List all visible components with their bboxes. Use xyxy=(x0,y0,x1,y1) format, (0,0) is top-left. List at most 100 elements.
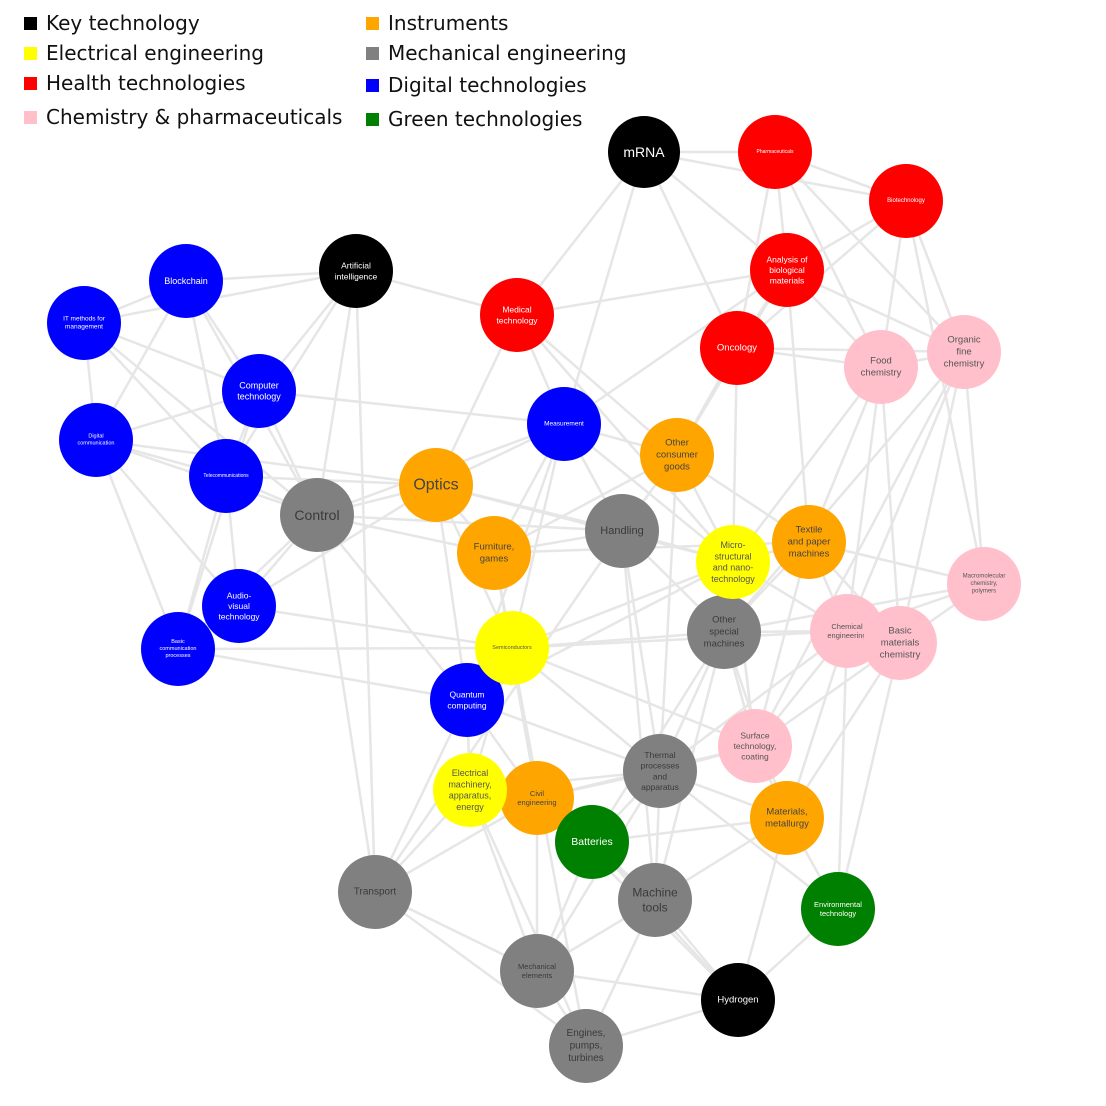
node-label: technology xyxy=(820,909,857,918)
edge-control-transport xyxy=(315,514,377,893)
node-label: Thermal xyxy=(644,750,675,760)
legend-swatch xyxy=(366,112,379,126)
node-label: IT methods for xyxy=(63,315,106,322)
node-label: processes xyxy=(165,653,190,659)
node-transport: Transport xyxy=(338,855,412,929)
legend-label: Mechanical engineering xyxy=(388,41,627,65)
legend-swatch xyxy=(366,78,379,92)
node-circle xyxy=(500,761,574,835)
edge-comptech-basiccomm xyxy=(176,390,261,650)
node-label: engineering xyxy=(517,798,556,807)
legend-label: Health technologies xyxy=(46,71,246,95)
node-label: apparatus, xyxy=(449,791,492,801)
legend-label: Green technologies xyxy=(388,107,583,131)
node-label: management xyxy=(65,324,103,331)
node-itmethods: IT methods for management xyxy=(47,286,121,360)
node-label: structural xyxy=(714,551,751,561)
legend-swatch xyxy=(24,46,37,60)
node-label: Control xyxy=(294,507,339,523)
node-label: Macromolecular xyxy=(963,574,1006,580)
node-circle xyxy=(189,439,263,513)
node-circle xyxy=(738,115,812,189)
node-label: technology xyxy=(496,315,538,325)
node-label: special xyxy=(709,627,739,638)
node-label: Surface xyxy=(740,730,770,740)
node-label: Audio- xyxy=(227,590,252,600)
node-label: machines xyxy=(789,548,830,559)
node-label: consumer xyxy=(656,450,698,461)
node-circle xyxy=(222,354,296,428)
node-label: energy xyxy=(456,802,484,812)
edge-analysis-medtech xyxy=(516,268,788,317)
legend-label: Electrical engineering xyxy=(46,41,264,65)
node-circle xyxy=(844,330,918,404)
node-control: Control xyxy=(280,478,354,552)
edge-basiccomm-quantum xyxy=(177,647,468,702)
node-circle xyxy=(457,516,531,590)
node-circle xyxy=(750,233,824,307)
edge-digcomm-basiccomm xyxy=(94,439,180,650)
node-label: Oncology xyxy=(717,343,757,354)
node-circle xyxy=(947,547,1021,621)
node-circle xyxy=(149,244,223,318)
node-label: and nano- xyxy=(713,563,754,573)
legend: Key technology Electrical engineering Heal… xyxy=(0,0,1106,140)
legend-item-key: Key technology xyxy=(24,8,200,38)
node-label: Quantum xyxy=(450,690,485,700)
node-label: Batteries xyxy=(571,836,612,848)
node-handling: Handling xyxy=(585,494,659,568)
edge-ai-itmethods xyxy=(83,269,357,325)
node-label: elements xyxy=(522,971,553,980)
edge-handling-thermal xyxy=(620,530,662,772)
node-pharma: Pharmaceuticals xyxy=(738,115,812,189)
node-label: Food xyxy=(870,356,892,367)
node-label: apparatus xyxy=(641,782,679,792)
node-label: Textile xyxy=(796,525,823,536)
node-label: materials xyxy=(770,276,804,286)
node-circle xyxy=(801,872,875,946)
edge-food-basicmat xyxy=(879,366,902,644)
node-circle xyxy=(718,709,792,783)
node-label: Computer xyxy=(239,380,279,390)
node-circle xyxy=(59,403,133,477)
edge-elecmach-engines xyxy=(468,789,588,1047)
node-label: Semiconductors xyxy=(492,645,532,651)
node-comptech: Computer technology xyxy=(222,354,296,428)
node-label: fine xyxy=(956,347,971,358)
node-biotech: Biotechnology xyxy=(869,164,943,238)
node-telecom: Telecommunications xyxy=(189,439,263,513)
edge-semis-surface xyxy=(511,646,756,748)
node-label: Micro- xyxy=(721,540,746,550)
legend-label: Chemistry & pharmaceuticals xyxy=(46,105,343,129)
node-circle xyxy=(608,116,680,188)
edge-ai-control xyxy=(315,270,358,516)
legend-swatch xyxy=(24,76,37,90)
edge-comptech-measurement xyxy=(258,389,565,426)
node-engines: Engines, pumps,turbines xyxy=(549,1009,623,1083)
edge-basiccomm-semis xyxy=(177,646,513,651)
node-label: chemistry xyxy=(944,358,985,369)
node-circle xyxy=(640,418,714,492)
node-measurement: Measurement xyxy=(527,387,601,461)
edge-biotech-macro xyxy=(904,200,986,585)
node-label: Transport xyxy=(354,887,397,898)
node-circle xyxy=(585,494,659,568)
edge-transport-engines xyxy=(374,890,587,1048)
node-circle xyxy=(280,478,354,552)
node-circle xyxy=(555,805,629,879)
edge-analysis-textile xyxy=(785,269,811,543)
node-mrna: mRNA xyxy=(608,116,680,188)
node-label: Biotechnology xyxy=(887,198,925,204)
node-furniture: Furniture,games xyxy=(457,516,531,590)
